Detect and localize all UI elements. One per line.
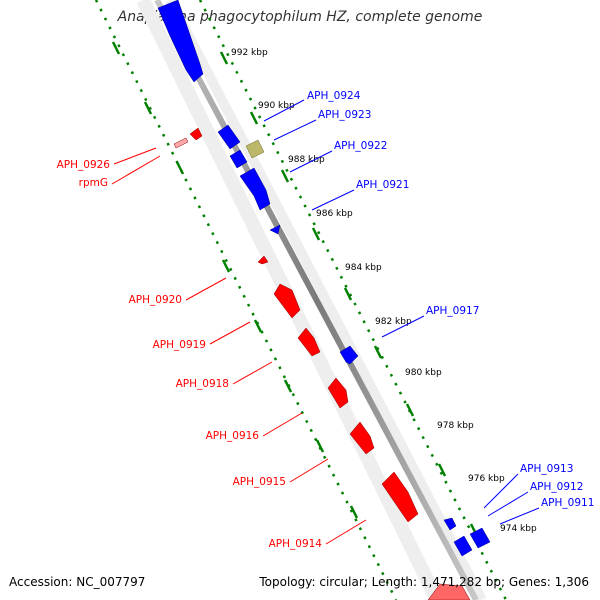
feature-aph0924-arrow <box>157 0 204 83</box>
reverse-gene-leader <box>232 361 273 385</box>
inner-ruler-tick <box>175 161 185 175</box>
forward-gene-label: APH_0917 <box>426 305 479 317</box>
forward-gene-leader <box>499 507 540 525</box>
forward-gene-leader <box>263 99 305 122</box>
kbp-tick-label: 976 kbp <box>468 474 505 484</box>
feature-aph0920-arrow <box>257 255 269 265</box>
feature-aph0917-arrow <box>339 345 359 365</box>
feature-aph0915-arrow <box>349 421 375 455</box>
kbp-tick-label: 980 kbp <box>405 368 442 378</box>
inner-ruler-tick <box>315 439 325 453</box>
outer-ruler-line <box>198 0 508 600</box>
forward-gene-label: APH_0924 <box>307 90 361 102</box>
feature-aph0916-arrow <box>327 377 349 409</box>
feature-small-arrow <box>269 224 281 235</box>
outer-ruler-tick <box>249 111 259 125</box>
reverse-gene-label: APH_0919 <box>153 339 206 351</box>
feature-aph0921-arrow <box>239 167 271 211</box>
reverse-gene-leader <box>289 458 329 483</box>
kbp-tick-label: 982 kbp <box>375 317 412 327</box>
feature-bottom-arrow <box>427 583 471 600</box>
kbp-tick-label: 974 kbp <box>500 524 537 534</box>
forward-gene-label: APH_0911 <box>541 497 594 509</box>
feature-aph0912-block <box>453 535 473 557</box>
feature-aph0913-arrow <box>443 517 457 531</box>
feature-aph0919-arrow <box>273 283 301 319</box>
feature-khaki-block <box>245 139 265 159</box>
forward-gene-leader <box>483 473 519 509</box>
forward-gene-label: APH_0913 <box>520 463 573 475</box>
inner-ruler-tick <box>143 101 153 115</box>
reverse-gene-leader <box>209 321 251 345</box>
ruler-lines <box>94 0 508 600</box>
kbp-tick-labels: 992 kbp 990 kbp 988 kbp 986 kbp 984 kbp 982 k… <box>231 48 537 534</box>
reverse-gene-leader <box>113 147 157 165</box>
kbp-tick-label: 988 kbp <box>288 155 325 165</box>
feature-rpmg-block <box>173 137 189 149</box>
feature-aph0911-block <box>469 527 491 549</box>
kbp-tick-label: 986 kbp <box>316 209 353 219</box>
outer-ruler-tick <box>405 403 415 417</box>
reverse-gene-label: rpmG <box>79 177 108 189</box>
reverse-gene-label: APH_0914 <box>269 538 323 550</box>
inner-ruler-tick <box>221 259 231 273</box>
forward-gene-label: APH_0923 <box>318 109 371 121</box>
inner-ruler-tick <box>283 379 293 393</box>
reverse-gene-leader <box>111 155 161 185</box>
forward-gene-leader <box>273 119 317 141</box>
inner-ruler-ticks <box>111 41 359 519</box>
outer-ruler-tick <box>280 169 290 183</box>
kbp-tick-label: 984 kbp <box>345 263 382 273</box>
reverse-gene-label: APH_0915 <box>233 476 286 488</box>
forward-gene-leader <box>487 491 529 517</box>
kbp-tick-label: 978 kbp <box>437 421 474 431</box>
reverse-gene-leader <box>262 412 303 437</box>
reverse-gene-label: APH_0916 <box>206 430 260 442</box>
accession-text: Accession: NC_007797 <box>9 575 146 589</box>
feature-aph0914-arrow <box>381 471 419 523</box>
inner-ruler-tick <box>253 319 263 333</box>
forward-gene-leader <box>311 189 355 211</box>
inner-ruler-tick <box>349 505 359 519</box>
inner-ruler-line <box>94 0 398 600</box>
forward-strand-features <box>157 0 491 557</box>
feature-aph0926-arrow <box>189 127 203 141</box>
feature-aph0923-block <box>217 124 241 150</box>
backbone-shadow-right <box>165 0 487 600</box>
reverse-gene-label: APH_0926 <box>57 159 111 171</box>
forward-gene-label: APH_0921 <box>356 179 409 191</box>
reverse-gene-label: APH_0918 <box>176 378 229 390</box>
kbp-tick-label: 992 kbp <box>231 48 268 58</box>
kbp-tick-label: 990 kbp <box>258 101 295 111</box>
outer-ruler-tick <box>219 51 229 65</box>
forward-gene-label: APH_0912 <box>530 481 583 493</box>
outer-ruler-ticks <box>219 51 479 537</box>
outer-ruler-tick <box>437 463 447 477</box>
outer-ruler-tick <box>373 345 383 359</box>
forward-gene-leader <box>381 315 425 338</box>
reverse-strand-features <box>173 127 471 600</box>
feature-aph0918-arrow <box>297 327 321 357</box>
forward-gene-label: APH_0922 <box>334 140 387 152</box>
outer-ruler-tick <box>311 227 321 241</box>
reverse-gene-leader <box>185 277 227 301</box>
inner-ruler-tick <box>111 41 121 55</box>
genome-summary-text: Topology: circular; Length: 1,471,282 bp… <box>259 575 589 589</box>
genome-backbone <box>154 0 479 600</box>
reverse-gene-label: APH_0920 <box>129 294 182 306</box>
outer-ruler-tick <box>343 287 353 301</box>
gene-labels: APH_0924 APH_0923 APH_0922 APH_0921 APH_0917… <box>57 90 595 550</box>
map-title: Anaplasma phagocytophilum HZ, complete g… <box>117 9 483 25</box>
forward-gene-leader <box>289 150 333 173</box>
reverse-gene-leader <box>325 519 367 545</box>
feature-aph0922-block <box>229 149 248 169</box>
